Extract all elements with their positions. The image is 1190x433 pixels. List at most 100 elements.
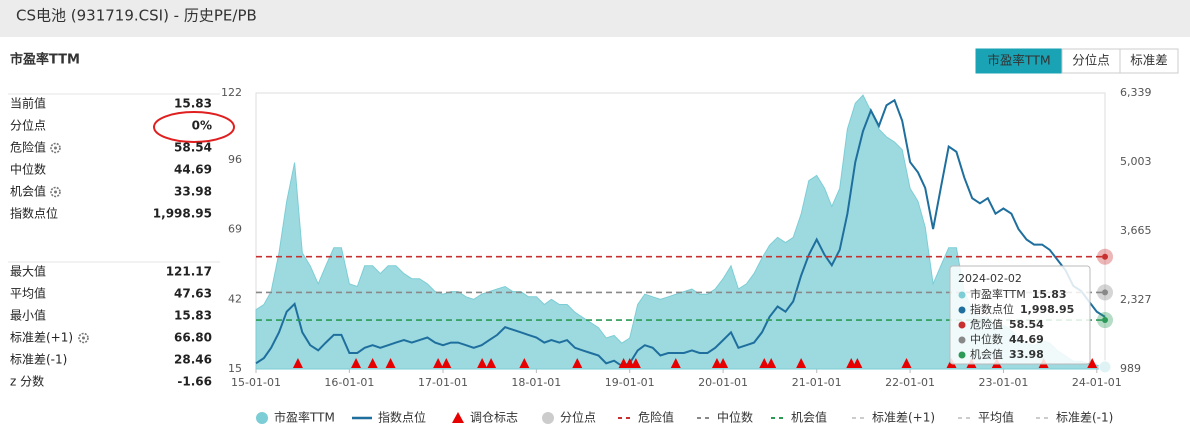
tooltip-dot <box>958 336 966 344</box>
tooltip-name: 危险值 <box>970 317 1003 331</box>
gear-icon-center <box>54 190 57 194</box>
legend-label[interactable]: 市盈率TTM <box>274 410 335 425</box>
tab-label[interactable]: 标准差 <box>1130 53 1168 68</box>
x-tick-label: 18-01-01 <box>511 376 561 389</box>
stat-value: 33.98 <box>174 185 212 199</box>
legend-label[interactable]: 指数点位 <box>378 410 426 425</box>
rebalance-marker <box>852 358 863 368</box>
gear-icon[interactable] <box>50 142 61 154</box>
legend-label[interactable]: 平均值 <box>978 410 1014 425</box>
stat-value: 28.46 <box>174 353 212 367</box>
tooltip-item: 中位数 44.69 <box>970 332 1044 346</box>
reference-end-dot <box>1102 317 1108 324</box>
legend-symbol[interactable] <box>542 412 554 424</box>
y-tick-label: 96 <box>228 153 242 166</box>
stat-label: 最小值 <box>10 308 46 323</box>
stat-value: 66.80 <box>174 331 212 345</box>
rebalance-marker <box>901 358 912 368</box>
stat-label: 标准差(-1) <box>10 353 67 367</box>
tooltip-item: 市盈率TTM 15.83 <box>970 287 1067 301</box>
rebalance-marker <box>796 358 807 368</box>
legend-label[interactable]: 分位点 <box>560 410 596 425</box>
legend-symbol[interactable] <box>452 412 464 423</box>
y-tick-label: 42 <box>228 292 242 305</box>
y2-tick-label: 2,327 <box>1120 293 1152 306</box>
tooltip-value: 44.69 <box>1009 333 1044 346</box>
rebalance-marker <box>441 358 452 368</box>
rebalance-marker <box>519 358 530 368</box>
x-tick-label: 20-01-01 <box>698 376 748 389</box>
y-tick-label: 122 <box>221 86 242 99</box>
tooltip-value: 15.83 <box>1032 288 1067 301</box>
rebalance-marker <box>351 358 362 368</box>
tooltip-name: 机会值 <box>970 347 1003 361</box>
tooltip-dot <box>958 321 966 329</box>
legend-label[interactable]: 标准差(-1) <box>1056 411 1113 425</box>
legend-label[interactable]: 标准差(+1) <box>872 411 935 425</box>
stat-label: 危险值 <box>10 140 46 155</box>
tab[interactable] <box>975 48 1063 74</box>
tab-label[interactable]: 市盈率TTM <box>987 53 1050 68</box>
gear-icon[interactable] <box>78 332 89 344</box>
x-tick-label: 19-01-01 <box>605 376 655 389</box>
stat-value: 0% <box>192 119 212 133</box>
rebalance-marker <box>367 358 378 368</box>
tab[interactable] <box>1061 48 1121 74</box>
stat-value: 47.63 <box>174 287 212 301</box>
tooltip-dot <box>958 351 966 359</box>
stat-value: 15.83 <box>174 97 212 111</box>
tooltip-dot <box>958 291 966 299</box>
stat-label: 最大值 <box>10 264 46 279</box>
x-tick-label: 22-01-01 <box>885 376 935 389</box>
stat-label: 标准差(+1) <box>10 331 73 345</box>
stat-value: 121.17 <box>166 265 212 279</box>
y-tick-label: 15 <box>228 362 242 375</box>
current-point <box>1098 360 1112 374</box>
rebalance-marker <box>1087 358 1098 368</box>
gear-icon-center <box>82 336 85 340</box>
stat-label: 当前值 <box>10 96 46 111</box>
tooltip-name: 指数点位 <box>970 302 1014 316</box>
rebalance-marker <box>433 358 444 368</box>
tooltip-date: 2024-02-02 <box>958 272 1022 285</box>
y-tick-label: 69 <box>228 223 242 236</box>
rebalance-marker <box>630 358 641 368</box>
legend-symbol[interactable] <box>256 412 268 424</box>
stat-label: 分位点 <box>10 118 46 133</box>
legend-label[interactable]: 调仓标志 <box>470 411 518 425</box>
y2-tick-label: 989 <box>1120 362 1141 375</box>
tooltip-value: 33.98 <box>1009 348 1044 361</box>
stat-value: 58.54 <box>174 141 212 155</box>
tooltip-value: 58.54 <box>1009 318 1044 331</box>
y2-tick-label: 6,339 <box>1120 86 1152 99</box>
y2-tick-label: 5,003 <box>1120 155 1152 168</box>
stat-label: 指数点位 <box>10 206 58 221</box>
reference-end-dot <box>1102 253 1108 260</box>
tab[interactable] <box>1119 48 1179 74</box>
gear-icon-center <box>54 146 57 150</box>
tooltip-value: 1,998.95 <box>1020 303 1074 316</box>
legend-label[interactable]: 危险值 <box>638 410 674 425</box>
rebalance-marker <box>670 358 681 368</box>
tooltip-item: 机会值 33.98 <box>970 347 1044 361</box>
tooltip-item: 指数点位 1,998.95 <box>970 302 1074 316</box>
stat-value: 15.83 <box>174 309 212 323</box>
gear-icon[interactable] <box>50 186 61 198</box>
stat-value: 44.69 <box>174 163 212 177</box>
header-title: CS电池 (931719.CSI) - 历史PE/PB <box>16 7 257 25</box>
rebalance-marker <box>292 358 303 368</box>
rebalance-marker <box>766 358 777 368</box>
legend-label[interactable]: 机会值 <box>791 410 827 425</box>
tab-label[interactable]: 分位点 <box>1072 53 1110 68</box>
x-tick-label: 15-01-01 <box>231 376 281 389</box>
stat-value: 1,998.95 <box>153 207 212 221</box>
tooltip-item: 危险值 58.54 <box>970 317 1044 331</box>
legend-label[interactable]: 中位数 <box>717 410 753 425</box>
index-line <box>255 98 1106 368</box>
stat-label: z 分数 <box>10 374 44 389</box>
rebalance-marker <box>718 358 729 368</box>
rebalance-marker <box>572 358 583 368</box>
x-tick-label: 23-01-01 <box>978 376 1028 389</box>
reference-end-dot <box>1102 289 1108 296</box>
